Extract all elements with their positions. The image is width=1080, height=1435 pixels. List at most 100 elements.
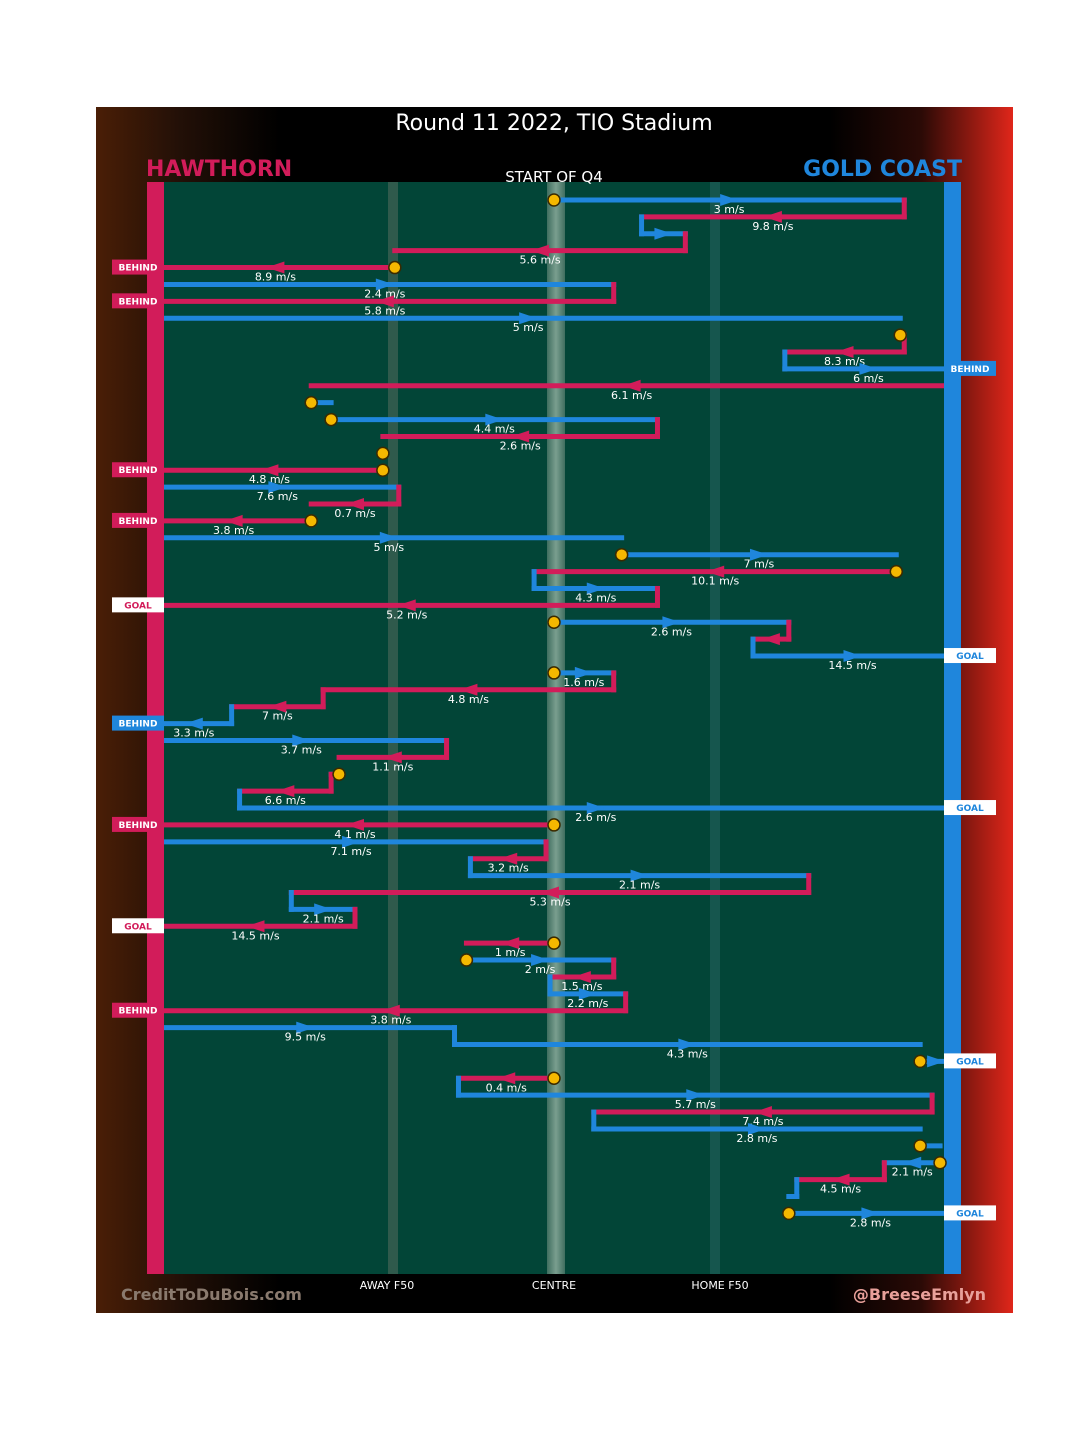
direction-arrow [314, 903, 333, 916]
speed-label: 2.2 m/s [567, 997, 608, 1010]
stoppage-marker [889, 564, 904, 579]
chains: 3 m/s 9.8 m/s 5.6 m/s 8.9 m/s 2.4 m/s 5.8 m/s… [153, 194, 955, 1229]
direction-arrow [342, 835, 361, 848]
speed-label: 9.8 m/s [752, 220, 793, 233]
stoppages [304, 193, 947, 1221]
behind-badge [112, 462, 164, 478]
speed-label: 5.3 m/s [529, 895, 570, 908]
stoppage-marker [933, 1155, 947, 1170]
behind-badge [112, 816, 164, 832]
direction-arrow [630, 869, 649, 882]
direction-arrow [397, 599, 416, 612]
direction-arrow [346, 498, 364, 511]
goal-label: GOAL [124, 601, 152, 611]
direction-arrow [531, 244, 550, 257]
direction-arrow [747, 1122, 766, 1135]
direction-arrow [519, 312, 538, 325]
stoppage-marker [893, 328, 908, 342]
results: BEHIND BEHIND BEHIND BEHIND BEHIND GOAL GOAL BE… [112, 259, 996, 1221]
direction-arrow [763, 210, 782, 223]
behind-label: BEHIND [951, 365, 990, 375]
direction-arrow [843, 650, 862, 663]
behind-badge [112, 1002, 164, 1018]
speed-label: 2.4 m/s [364, 287, 405, 300]
speed-label: 6.1 m/s [611, 389, 652, 402]
direction-arrow [296, 1021, 315, 1034]
goal-badge [112, 918, 164, 934]
behind-label: BEHIND [119, 264, 158, 274]
direction-arrow [541, 886, 560, 899]
direction-arrow [749, 548, 768, 561]
direction-arrow [586, 802, 605, 815]
direction-arrow [260, 464, 279, 477]
direction-arrow [662, 616, 681, 629]
stoppage-marker [547, 936, 561, 950]
speed-label: 6.6 m/s [265, 794, 306, 807]
direction-arrow [903, 1156, 922, 1169]
goal-badge [944, 1053, 996, 1069]
away-f50-line [388, 182, 398, 1274]
behind-badge [112, 293, 164, 309]
direction-arrow [497, 1072, 516, 1085]
direction-arrow [720, 194, 739, 206]
stoppage-marker [376, 446, 390, 461]
direction-arrow [375, 278, 394, 291]
direction-arrow [531, 954, 550, 967]
speed-label: 4.3 m/s [575, 591, 616, 604]
speed-label: 2.1 m/s [892, 1166, 933, 1179]
direction-arrow [927, 1055, 946, 1068]
speed-label: 4.8 m/s [448, 693, 489, 706]
speed-label: 7.6 m/s [257, 490, 298, 503]
direction-arrow [831, 1173, 850, 1186]
direction-arrow [485, 413, 504, 426]
behind-label: BEHIND [119, 517, 158, 527]
direction-arrow [572, 970, 591, 983]
direction-arrow [375, 295, 394, 308]
zone-label-home-f50: HOME F50 [691, 1279, 748, 1292]
stoppage-marker [304, 514, 318, 528]
centre-line [547, 182, 565, 1274]
speed-label: 8.9 m/s [255, 271, 296, 284]
stoppage-marker [547, 615, 561, 629]
stoppage-marker [913, 1054, 927, 1069]
speed-label: 2.6 m/s [500, 439, 541, 452]
speed-label: 4.8 m/s [249, 473, 290, 486]
speed-label: 7 m/s [744, 558, 775, 571]
speed-label: 5.2 m/s [386, 608, 427, 621]
speed-label: 2.6 m/s [575, 811, 616, 824]
direction-arrow [268, 700, 287, 713]
direction-arrow [268, 481, 287, 494]
direction-arrow [346, 818, 364, 831]
behind-badge [112, 715, 164, 731]
direction-arrow [586, 582, 605, 595]
speed-label: 2.1 m/s [303, 912, 344, 925]
direction-arrow [861, 1207, 880, 1220]
credit-left: CreditToDuBois.com [121, 1285, 302, 1304]
stoppage-marker [332, 767, 346, 782]
direction-arrow [266, 261, 285, 274]
direction-arrow [574, 666, 593, 679]
direction-arrow [761, 633, 780, 646]
stoppage-marker [547, 666, 561, 680]
speed-label: 2.8 m/s [850, 1216, 891, 1229]
speed-label: 4.4 m/s [474, 423, 515, 436]
behind-label: BEHIND [119, 720, 158, 730]
behind-label: BEHIND [119, 821, 158, 831]
direction-arrow [622, 379, 641, 392]
stoppage-marker [614, 547, 629, 562]
goal-badge [944, 1205, 996, 1221]
behind-label: BEHIND [119, 1007, 158, 1017]
goal-label: GOAL [124, 922, 152, 932]
stoppage-marker [376, 463, 390, 477]
speed-label: 1.5 m/s [561, 980, 602, 993]
direction-arrow [379, 531, 398, 544]
speed-label: 2.6 m/s [651, 625, 692, 638]
direction-arrow [381, 1004, 400, 1017]
speed-label: 4.1 m/s [334, 828, 375, 841]
behind-badge [112, 259, 164, 275]
speed-label: 3.3 m/s [173, 727, 214, 740]
speed-label: 5.8 m/s [364, 304, 405, 317]
direction-arrow [654, 227, 673, 240]
goal-badge [944, 648, 996, 664]
speed-label: 1.6 m/s [563, 676, 604, 689]
